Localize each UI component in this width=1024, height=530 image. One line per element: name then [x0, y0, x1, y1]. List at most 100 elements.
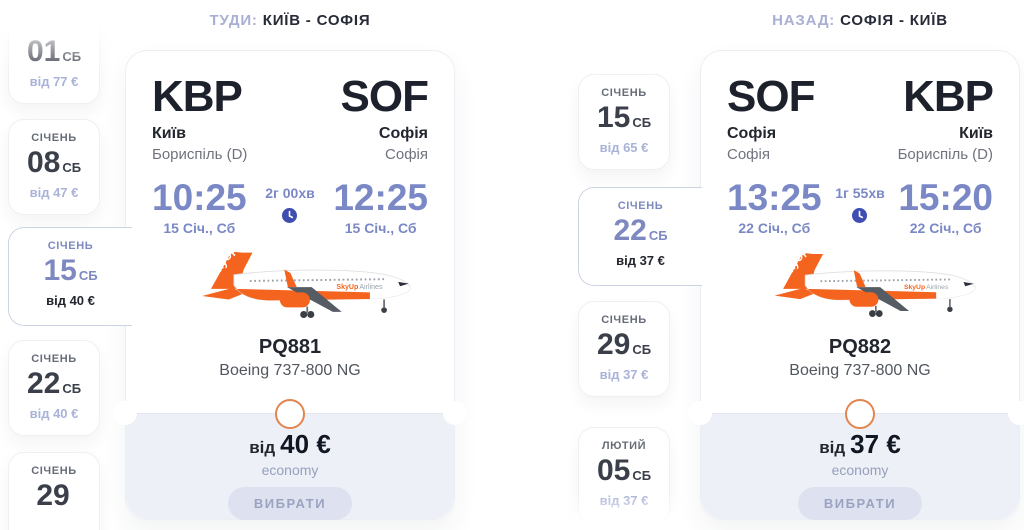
destination-airport: Софія	[385, 145, 428, 163]
origin-city: Київ	[152, 124, 186, 142]
ticket-notch-right	[1008, 401, 1024, 425]
outbound-date-card-selected[interactable]: СІЧЕНЬ 15 СБ від 40 €	[8, 227, 132, 326]
flight-number: PQ881	[258, 335, 322, 358]
outbound-title-route: КИЇВ - СОФІЯ	[262, 12, 371, 29]
destination-code: KBP	[903, 72, 994, 121]
date-month: СІЧЕНЬ	[31, 465, 77, 477]
return-title-label: НАЗАД:	[772, 12, 836, 29]
duration-text: 1г 55хв	[835, 184, 885, 201]
return-date-card-0[interactable]: СІЧЕНЬ 15 СБ від 65 €	[578, 74, 670, 170]
price-prefix: від	[249, 438, 276, 457]
clock-icon	[265, 207, 314, 228]
date-month: СІЧЕНЬ	[31, 353, 77, 365]
date-weekday: СБ	[62, 49, 82, 64]
date-day: 05	[596, 454, 631, 487]
date-price: від 37 €	[599, 493, 649, 508]
price-line: від 40 €	[126, 429, 454, 460]
arrival-time: 15:20	[898, 176, 993, 218]
date-price: від 37 €	[616, 253, 665, 268]
ticket-notch-left	[688, 401, 712, 425]
origin-block: KBP Київ Бориспіль (D)	[152, 75, 248, 163]
date-price: від 47 €	[29, 185, 79, 200]
destination-code: SOF	[340, 72, 429, 121]
price-prefix: від	[819, 438, 846, 457]
destination-airport: Бориспіль (D)	[897, 145, 993, 163]
departure-date: 15 Січ., Сб	[163, 219, 236, 236]
aircraft-type: Boeing 737-800 NG	[789, 361, 931, 379]
outbound-title-label: ТУДИ:	[209, 12, 258, 29]
arrival-time-block: 15:20 22 Січ., Сб	[898, 179, 993, 236]
origin-city: Софія	[727, 124, 777, 142]
date-price: від 40 €	[46, 293, 95, 308]
departure-time-block: 13:25 22 Січ., Сб	[727, 179, 822, 236]
ticket-punch-circle	[275, 399, 305, 429]
origin-code: SOF	[727, 72, 815, 121]
return-date-card-selected[interactable]: СІЧЕНЬ 22 СБ від 37 €	[578, 187, 702, 286]
svg-text:Airlines: Airlines	[926, 283, 949, 290]
price-line: від 37 €	[701, 429, 1019, 460]
return-date-card-3[interactable]: ЛЮТИЙ 05 СБ від 37 €	[578, 427, 670, 523]
arrival-date: 15 Січ., Сб	[344, 219, 417, 236]
svg-text:SkyUp: SkyUp	[904, 283, 925, 290]
origin-airport: Бориспіль (D)	[152, 145, 248, 163]
duration-block: 1г 55хв	[835, 179, 885, 228]
origin-airport: Софія	[727, 145, 770, 163]
return-date-card-2[interactable]: СІЧЕНЬ 29 СБ від 37 €	[578, 301, 670, 397]
price-section: від 40 € economy ВИБРАТИ	[113, 399, 467, 520]
ticket-notch-right	[443, 401, 467, 425]
date-price: від 77 €	[29, 74, 79, 89]
origin-block: SOF Софія Софія	[727, 72, 815, 163]
destination-block: KBP Київ Бориспіль (D)	[897, 72, 994, 163]
outbound-date-card-0[interactable]: 01 СБ від 77 €	[8, 8, 100, 104]
fare-class: economy	[831, 462, 889, 478]
date-weekday: СБ	[62, 160, 82, 175]
aircraft-type: Boeing 737-800 NG	[219, 361, 361, 379]
date-month: ЛЮТИЙ	[601, 440, 647, 452]
date-month: СІЧЕНЬ	[47, 240, 94, 252]
ticket-notch-left	[113, 401, 137, 425]
destination-city: Київ	[959, 124, 993, 142]
svg-text:Airlines: Airlines	[359, 283, 383, 290]
date-price: від 65 €	[599, 140, 649, 155]
clock-icon	[835, 207, 884, 228]
flight-number: PQ882	[828, 335, 892, 358]
price-section: від 37 € economy ВИБРАТИ	[688, 399, 1024, 520]
arrival-time-block: 12:25 15 Січ., Сб	[333, 179, 428, 236]
return-title: НАЗАД: СОФІЯ - КИЇВ	[700, 12, 1020, 29]
outbound-title: ТУДИ: КИЇВ - СОФІЯ	[125, 12, 455, 29]
outbound-date-card-4[interactable]: СІЧЕНЬ 29	[8, 452, 100, 530]
date-day: 01	[26, 35, 61, 68]
fare-class: economy	[261, 462, 319, 478]
date-month: СІЧЕНЬ	[617, 200, 664, 212]
date-day: 08	[26, 146, 61, 179]
date-month: СІЧЕНЬ	[601, 87, 647, 99]
date-weekday: СБ	[632, 342, 652, 357]
select-flight-button[interactable]: ВИБРАТИ	[797, 487, 923, 520]
date-day: 29	[596, 328, 631, 361]
departure-date: 22 Січ., Сб	[738, 219, 811, 236]
duration-text: 2г 00хв	[265, 184, 315, 201]
duration-block: 2г 00хв	[265, 179, 315, 228]
price-amount: 40 €	[280, 429, 331, 459]
date-weekday: СБ	[648, 228, 668, 243]
outbound-date-card-3[interactable]: СІЧЕНЬ 22 СБ від 40 €	[8, 340, 100, 436]
outbound-date-card-1[interactable]: СІЧЕНЬ 08 СБ від 47 €	[8, 119, 100, 215]
date-month: СІЧЕНЬ	[31, 132, 77, 144]
return-flight-card: SOF Софія Софія KBP Київ Бориспіль (D) 1…	[688, 50, 1024, 520]
price-amount: 37 €	[850, 429, 901, 459]
date-day: 22	[26, 367, 61, 400]
date-day: 15	[43, 254, 77, 287]
date-day: 15	[596, 101, 631, 134]
departure-time: 13:25	[727, 176, 822, 218]
return-title-route: СОФІЯ - КИЇВ	[840, 12, 948, 29]
select-flight-button[interactable]: ВИБРАТИ	[227, 487, 353, 520]
svg-text:SkyUp: SkyUp	[336, 283, 359, 290]
date-day: 22	[613, 214, 647, 247]
departure-time: 10:25	[152, 176, 247, 218]
ticket-punch-circle	[845, 399, 875, 429]
arrival-time: 12:25	[333, 176, 428, 218]
date-weekday: СБ	[632, 468, 652, 483]
date-price: від 40 €	[29, 406, 79, 421]
date-day: 29	[36, 479, 70, 512]
